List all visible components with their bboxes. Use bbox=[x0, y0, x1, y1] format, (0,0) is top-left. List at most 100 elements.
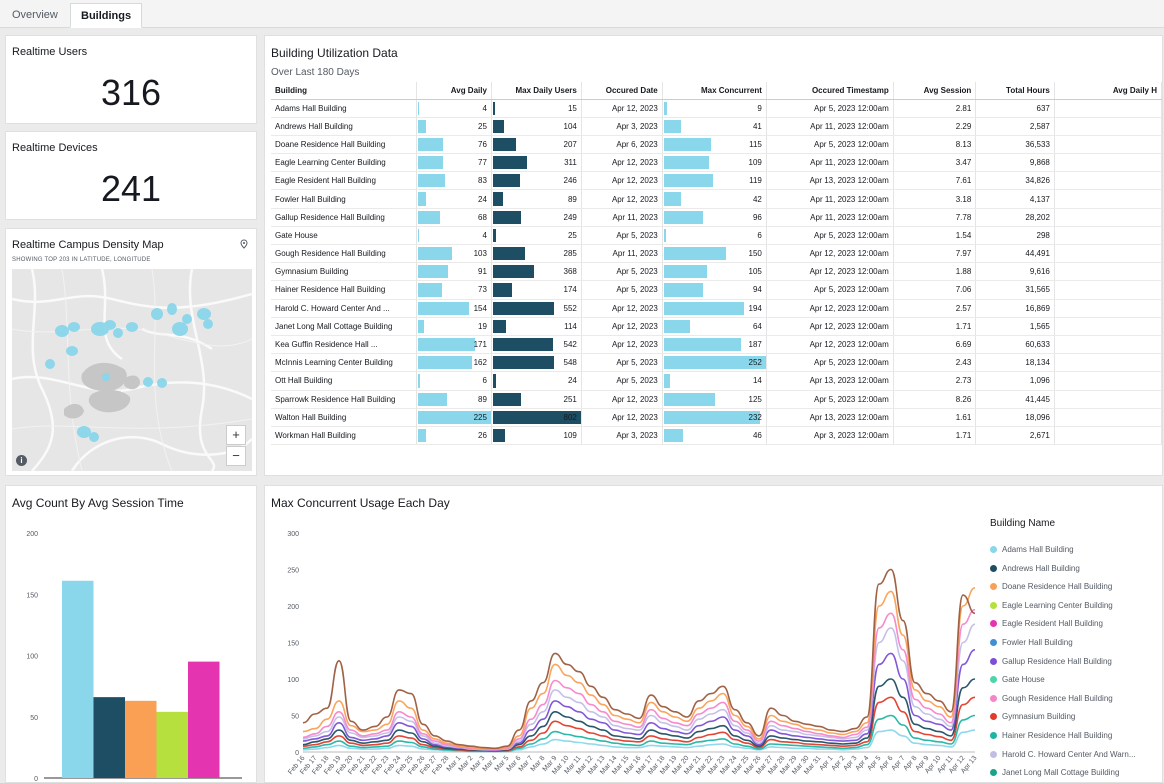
avg-session-cell: 2.43 bbox=[893, 353, 977, 373]
column-header[interactable]: Occured Timestamp bbox=[766, 82, 894, 100]
legend-item[interactable]: Andrews Hall Building bbox=[990, 564, 1080, 573]
max-daily-users-cell-bar bbox=[492, 101, 495, 115]
total-hours-cell: 31,565 bbox=[975, 280, 1055, 300]
max-daily-users-cell-bar bbox=[492, 374, 496, 388]
legend-label: Janet Long Mall Cottage Building bbox=[1002, 768, 1120, 778]
building-cell: Harold C. Howard Center And ... bbox=[271, 299, 417, 318]
max-daily-users-cell-value: 802 bbox=[563, 412, 577, 422]
occured-timestamp-cell: Apr 11, 2023 12:00am bbox=[766, 189, 894, 209]
max-concurrent-cell: 64 bbox=[662, 317, 767, 336]
table-row[interactable]: Walton Hall Building 225 802 Apr 12, 2023 23… bbox=[271, 408, 1162, 427]
column-header[interactable]: Total Hours bbox=[975, 82, 1055, 100]
avg-daily-cell-bar bbox=[417, 337, 475, 352]
y-tick-label: 300 bbox=[287, 531, 299, 538]
building-cell: Kea Guffin Residence Hall ... bbox=[271, 335, 417, 355]
max-concurrent-cell-value: 232 bbox=[748, 412, 762, 422]
max-daily-users-cell-bar bbox=[492, 283, 513, 297]
table-row[interactable]: Sparrowk Residence Hall Building 89 251 Apr… bbox=[271, 390, 1162, 409]
column-header[interactable]: Max Concurrent bbox=[662, 82, 767, 100]
table-row[interactable]: Eagle Learning Center Building 77 311 Apr 1… bbox=[271, 153, 1162, 173]
legend-item[interactable]: Gate House bbox=[990, 675, 1045, 684]
column-header[interactable]: Avg Session bbox=[893, 82, 977, 100]
table-row[interactable]: Hainer Residence Hall Building 73 174 Apr 5… bbox=[271, 280, 1162, 300]
max-daily-users-cell-value: 251 bbox=[563, 394, 577, 404]
legend-item[interactable]: Fowler Hall Building bbox=[990, 638, 1073, 647]
legend-item[interactable]: Eagle Learning Center Building bbox=[990, 601, 1113, 610]
table-row[interactable]: Gallup Residence Hall Building 68 249 Apr 1… bbox=[271, 208, 1162, 227]
table-row[interactable]: Doane Residence Hall Building 76 207 Apr 6,… bbox=[271, 135, 1162, 155]
max-daily-users-cell: 114 bbox=[491, 317, 582, 336]
max-concurrent-cell-value: 41 bbox=[752, 121, 762, 131]
table-row[interactable]: Fowler Hall Building 24 89 Apr 12, 2023 42 Ap… bbox=[271, 189, 1162, 209]
table-row[interactable]: McInnis Learning Center Building 162 548 Ap… bbox=[271, 353, 1162, 373]
legend-item[interactable]: Adams Hall Building bbox=[990, 545, 1074, 554]
column-header[interactable]: Max Daily Users bbox=[491, 82, 582, 100]
table-row[interactable]: Workman Hall Building 26 109 Apr 3, 2023 46 A… bbox=[271, 426, 1162, 446]
max-concurrent-cell-value: 109 bbox=[748, 158, 762, 168]
occured-date-cell: Apr 12, 2023 bbox=[581, 299, 663, 318]
table-row[interactable]: Andrews Hall Building 25 104 Apr 3, 2023 41 A… bbox=[271, 117, 1162, 136]
table-row[interactable]: Janet Long Mall Cottage Building 19 114 Apr… bbox=[271, 317, 1162, 336]
series-line bbox=[302, 714, 976, 753]
max-concurrent-cell-value: 194 bbox=[748, 303, 762, 313]
max-concurrent-cell-value: 94 bbox=[752, 285, 762, 295]
table-row[interactable]: Eagle Resident Hall Building 83 246 Apr 12,… bbox=[271, 171, 1162, 191]
avg-session-cell: 3.47 bbox=[893, 153, 977, 173]
legend-item[interactable]: Gymnasium Building bbox=[990, 712, 1075, 721]
campus-map[interactable]: + − i bbox=[12, 269, 252, 471]
max-concurrent-cell-value: 187 bbox=[748, 340, 762, 350]
y-tick-label: 200 bbox=[287, 604, 299, 611]
table-row[interactable]: Gate House 4 25 Apr 5, 2023 6 Apr 5, 2023 12:… bbox=[271, 226, 1162, 246]
table-row[interactable]: Gymnasium Building 91 368 Apr 5, 2023 105 Apr… bbox=[271, 262, 1162, 282]
table-row[interactable]: Kea Guffin Residence Hall ... 171 542 Apr 1… bbox=[271, 335, 1162, 355]
max-daily-users-cell-value: 24 bbox=[567, 376, 577, 386]
series-line bbox=[302, 649, 976, 752]
occured-timestamp-cell: Apr 12, 2023 12:00am bbox=[766, 299, 894, 318]
avg-daily-h-cell bbox=[1054, 335, 1162, 355]
max-concurrent-cell: 232 bbox=[662, 408, 767, 427]
avg-daily-h-cell bbox=[1054, 299, 1162, 318]
legend-item[interactable]: Gough Residence Hall Building bbox=[990, 694, 1113, 703]
occured-timestamp-cell: Apr 5, 2023 12:00am bbox=[766, 390, 894, 409]
legend-item[interactable]: Eagle Resident Hall Building bbox=[990, 619, 1103, 628]
avg-daily-cell: 6 bbox=[416, 371, 492, 391]
occured-timestamp-cell: Apr 5, 2023 12:00am bbox=[766, 135, 894, 155]
avg-daily-h-cell bbox=[1054, 99, 1162, 118]
info-icon[interactable]: i bbox=[16, 455, 27, 466]
avg-session-cell: 2.57 bbox=[893, 299, 977, 318]
column-header[interactable]: Avg Daily bbox=[416, 82, 492, 100]
column-header[interactable]: Building bbox=[271, 82, 417, 100]
zoom-in-button[interactable]: + bbox=[226, 425, 246, 445]
y-tick-label: 100 bbox=[287, 677, 299, 684]
total-hours-cell: 1,565 bbox=[975, 317, 1055, 336]
avg-daily-h-cell bbox=[1054, 117, 1162, 136]
legend-item[interactable]: Hainer Residence Hall Building bbox=[990, 731, 1112, 740]
tab-buildings[interactable]: Buildings bbox=[70, 3, 143, 28]
legend-item[interactable]: Gallup Residence Hall Building bbox=[990, 657, 1112, 666]
avg-daily-h-cell bbox=[1054, 226, 1162, 246]
max-concurrent-cell-bar bbox=[663, 156, 709, 170]
avg-daily-cell-bar bbox=[417, 247, 452, 261]
column-header[interactable]: Avg Daily H bbox=[1054, 82, 1162, 100]
avg-session-cell: 6.69 bbox=[893, 335, 977, 355]
legend-item[interactable]: Harold C. Howard Center And Warn... bbox=[990, 750, 1136, 759]
zoom-out-button[interactable]: − bbox=[226, 446, 246, 466]
table-row[interactable]: Harold C. Howard Center And ... 154 552 Apr… bbox=[271, 299, 1162, 318]
column-header[interactable]: Occured Date bbox=[581, 82, 663, 100]
occured-date-cell: Apr 5, 2023 bbox=[581, 262, 663, 282]
legend-item[interactable]: Janet Long Mall Cottage Building bbox=[990, 768, 1119, 777]
table-row[interactable]: Ott Hall Building 6 24 Apr 5, 2023 14 Apr 13,… bbox=[271, 371, 1162, 391]
table-row[interactable]: Gough Residence Hall Building 103 285 Apr 1… bbox=[271, 244, 1162, 264]
max-concurrent-cell-value: 105 bbox=[748, 267, 762, 277]
table-row[interactable]: Adams Hall Building 4 15 Apr 12, 2023 9 Apr 5… bbox=[271, 99, 1162, 118]
tab-overview[interactable]: Overview bbox=[12, 9, 58, 21]
occured-date-cell: Apr 11, 2023 bbox=[581, 244, 663, 264]
max-concurrent-cell-bar bbox=[663, 210, 704, 224]
legend-item[interactable]: Doane Residence Hall Building bbox=[990, 582, 1112, 591]
avg-daily-cell: 89 bbox=[416, 390, 492, 409]
avg-daily-cell-value: 25 bbox=[478, 121, 487, 131]
legend-swatch bbox=[990, 713, 997, 721]
avg-session-cell: 7.61 bbox=[893, 171, 977, 191]
y-tick-label: 50 bbox=[291, 714, 299, 721]
